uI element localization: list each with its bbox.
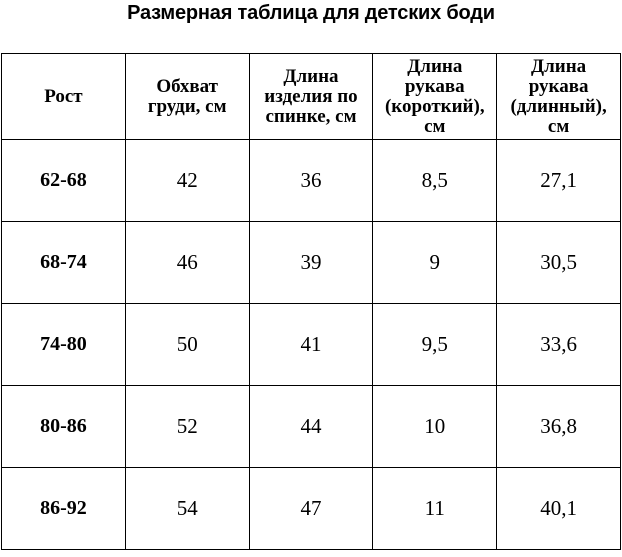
column-header-sleeve-short: Длина рукава (короткий), см xyxy=(372,53,498,140)
row-header: 86-92 xyxy=(1,467,126,550)
table-cell: 27,1 xyxy=(496,139,621,222)
column-header-back-length: Длина изделия по спинке, см xyxy=(248,53,374,140)
size-table: Рост Обхват груди, см Длина изделия по с… xyxy=(1,53,621,550)
row-header: 80-86 xyxy=(1,385,126,468)
table-cell: 41 xyxy=(248,303,374,386)
table-cell: 36,8 xyxy=(496,385,621,468)
table-cell: 9,5 xyxy=(372,303,498,386)
table-cell: 8,5 xyxy=(372,139,498,222)
table-cell: 11 xyxy=(372,467,498,550)
table-cell: 52 xyxy=(124,385,250,468)
table-cell: 30,5 xyxy=(496,221,621,304)
table-row: 86-92 54 47 11 40,1 xyxy=(1,467,621,550)
table-row: 68-74 46 39 9 30,5 xyxy=(1,221,621,304)
table-row: 74-80 50 41 9,5 33,6 xyxy=(1,303,621,386)
table-cell: 39 xyxy=(248,221,374,304)
table-cell: 50 xyxy=(124,303,250,386)
page-title: Размерная таблица для детских боди xyxy=(127,2,495,24)
table-cell: 9 xyxy=(372,221,498,304)
table-cell: 46 xyxy=(124,221,250,304)
table-row: 80-86 52 44 10 36,8 xyxy=(1,385,621,468)
column-header-chest: Обхват груди, см xyxy=(124,53,250,140)
row-header: 68-74 xyxy=(1,221,126,304)
column-header-sleeve-long: Длина рукава (длинный), см xyxy=(496,53,621,140)
table-cell: 42 xyxy=(124,139,250,222)
table-cell: 36 xyxy=(248,139,374,222)
table-cell: 33,6 xyxy=(496,303,621,386)
table-cell: 44 xyxy=(248,385,374,468)
table-cell: 47 xyxy=(248,467,374,550)
row-header: 74-80 xyxy=(1,303,126,386)
table-header-row: Рост Обхват груди, см Длина изделия по с… xyxy=(1,53,621,140)
table-cell: 54 xyxy=(124,467,250,550)
table-row: 62-68 42 36 8,5 27,1 xyxy=(1,139,621,222)
column-header-rost: Рост xyxy=(1,53,126,140)
table-cell: 10 xyxy=(372,385,498,468)
table-cell: 40,1 xyxy=(496,467,621,550)
row-header: 62-68 xyxy=(1,139,126,222)
